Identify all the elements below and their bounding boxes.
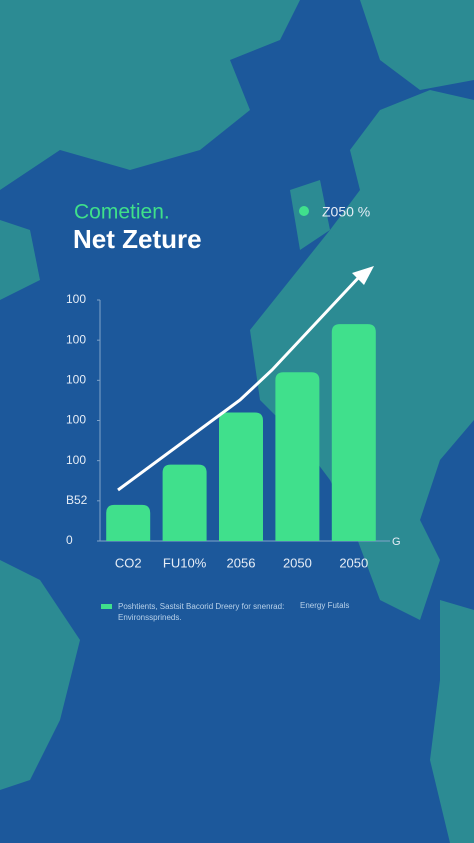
x-tick-label: 2056 — [227, 555, 256, 570]
y-tick-label: 100 — [66, 453, 86, 467]
y-tick-label: 0 — [66, 533, 73, 547]
x-tick-label: FU10% — [163, 555, 207, 570]
bar — [331, 324, 376, 541]
legend-swatch — [101, 604, 112, 609]
marks — [106, 324, 376, 541]
annotation: Energy Futals — [300, 601, 349, 610]
x-tick-label: 2050 — [339, 555, 368, 570]
bar — [275, 372, 320, 541]
y-tick-label: 100 — [66, 292, 86, 306]
trend-arrow — [117, 274, 362, 492]
x-tick-label: 2050 — [283, 555, 312, 570]
y-tick-label: 100 — [66, 413, 86, 427]
arrow-head — [352, 266, 374, 285]
bar — [106, 504, 151, 541]
bar — [219, 412, 263, 541]
legend-dot — [299, 206, 309, 216]
chart-subtitle: Cometien. — [74, 201, 170, 224]
y-tick-label: B52 — [66, 493, 88, 507]
y-tick-label: 100 — [66, 373, 86, 387]
annotation: G — [392, 536, 401, 548]
chart-title: Net Zeture — [73, 224, 202, 254]
bar — [162, 464, 207, 541]
legend-text: Poshtients, Sastsit Bacorid Dreery for s… — [118, 602, 285, 622]
annotation: Z050 % — [322, 204, 370, 220]
y-tick-label: 100 — [66, 332, 86, 346]
x-tick-label: CO2 — [115, 555, 142, 570]
